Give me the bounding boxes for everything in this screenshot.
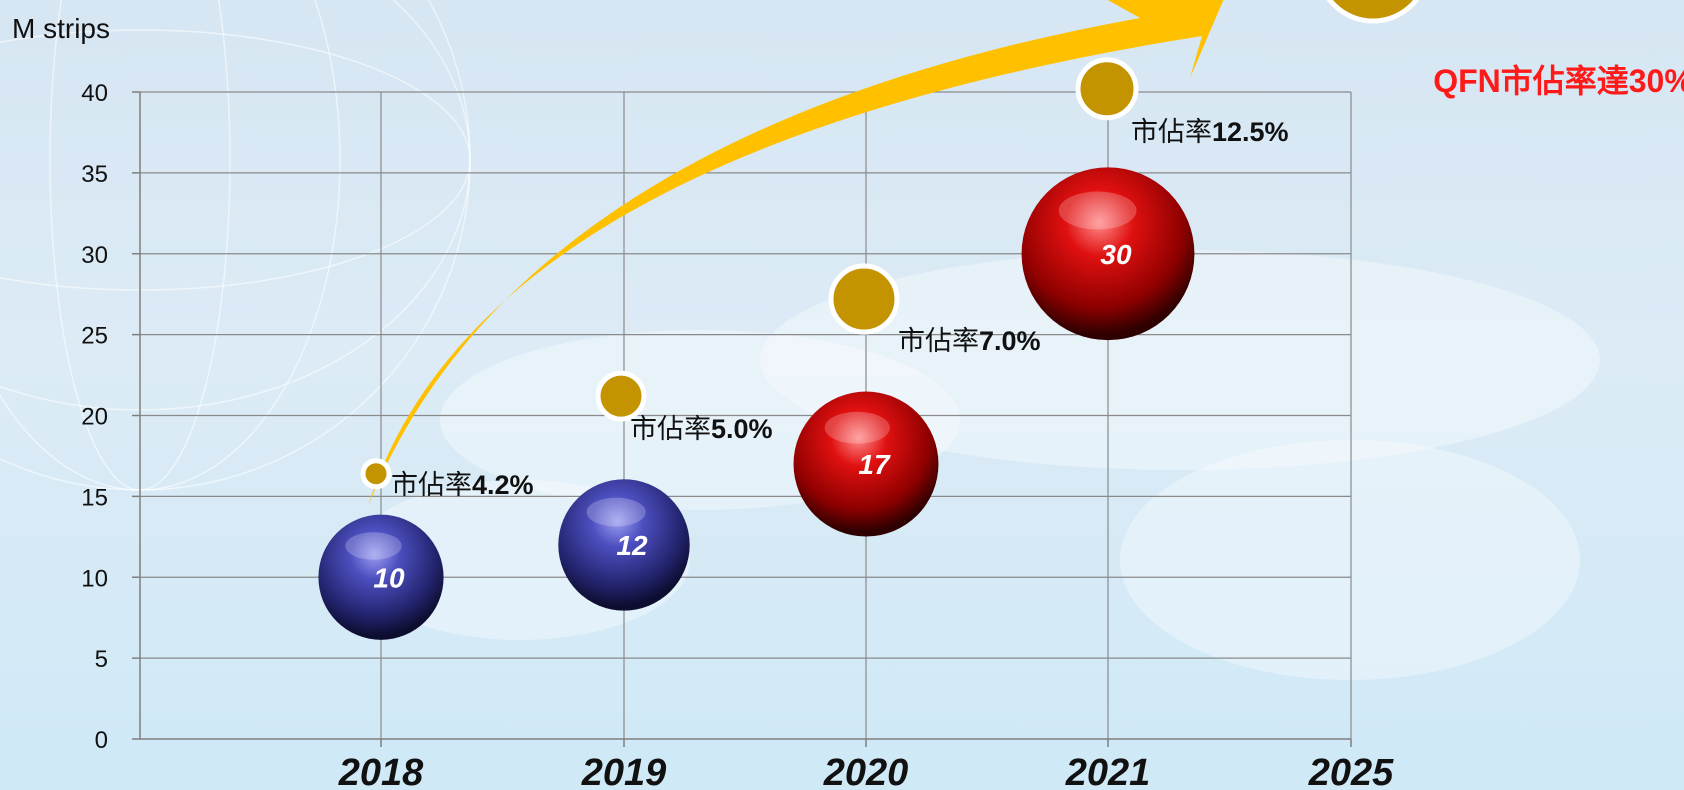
y-tick-label-10: 10 <box>81 565 108 592</box>
share-marker-2025 <box>1326 0 1420 24</box>
qfn-annotation: QFN市佔率達30% <box>1433 63 1684 99</box>
y-tick-label-0: 0 <box>95 727 108 754</box>
share-label-2019: 市佔率5.0% <box>630 414 773 444</box>
y-axis-title: M strips <box>12 13 110 44</box>
qfn-annotation-part2: 市佔率達 <box>1501 63 1629 99</box>
bubble-2019 <box>558 479 690 611</box>
share-label-prefix-2019: 市佔率 <box>630 414 711 444</box>
y-tick-label-35: 35 <box>81 161 108 188</box>
x-tick-label-2018: 2018 <box>338 752 424 790</box>
share-markers <box>360 0 1420 490</box>
share-label-2020: 市佔率7.0% <box>898 326 1041 356</box>
y-tick-label-30: 30 <box>81 242 108 269</box>
labels: 市佔率4.2%市佔率5.0%市佔率7.0%市佔率12.5% <box>391 117 1289 500</box>
y-tick-label-40: 40 <box>81 80 108 107</box>
share-label-pct-2018: 4.2% <box>472 470 534 500</box>
bubble-2018 <box>318 514 444 640</box>
bubble-label-2019: 12 <box>616 530 648 561</box>
x-tick-label-2025: 2025 <box>1308 752 1394 790</box>
share-marker-2019 <box>595 370 647 422</box>
bubble-label-2021: 30 <box>1100 239 1132 270</box>
share-label-pct-2019: 5.0% <box>711 414 773 444</box>
y-tick-label-15: 15 <box>81 484 108 511</box>
x-tick-label-2021: 2021 <box>1065 752 1151 790</box>
share-marker-2021 <box>1075 57 1139 121</box>
bubble-2021 <box>1021 167 1195 341</box>
bubbles: 10 12 17 30 <box>318 167 1195 640</box>
bubble-label-2018: 10 <box>373 562 405 593</box>
bubble-2020 <box>793 391 939 537</box>
share-marker-2020 <box>828 263 900 335</box>
bubble-highlight-2018 <box>345 532 402 560</box>
globe-decoration <box>0 0 471 491</box>
bubble-highlight-2020 <box>824 411 890 444</box>
bubble-highlight-2021 <box>1058 191 1137 230</box>
share-label-pct-2021: 12.5% <box>1212 117 1289 147</box>
qfn-annotation-part1: QFN <box>1433 63 1501 99</box>
qfn-annotation-part3: 30% <box>1629 63 1684 99</box>
share-label-2021: 市佔率12.5% <box>1131 117 1289 147</box>
share-label-prefix-2018: 市佔率 <box>391 470 472 500</box>
share-label-pct-2020: 7.0% <box>979 326 1041 356</box>
y-tick-label-25: 25 <box>81 323 108 350</box>
share-label-2018: 市佔率4.2% <box>391 470 534 500</box>
bubble-highlight-2019 <box>586 497 646 527</box>
share-label-prefix-2020: 市佔率 <box>898 326 979 356</box>
world-map-decoration <box>350 250 1600 680</box>
x-tick-label-2020: 2020 <box>823 752 909 790</box>
share-label-prefix-2021: 市佔率 <box>1131 117 1212 147</box>
x-tick-label-2019: 2019 <box>581 752 667 790</box>
y-tick-label-5: 5 <box>95 646 108 673</box>
y-tick-label-20: 20 <box>81 404 108 431</box>
share-marker-2018 <box>360 458 392 490</box>
bubble-label-2020: 17 <box>858 449 891 480</box>
